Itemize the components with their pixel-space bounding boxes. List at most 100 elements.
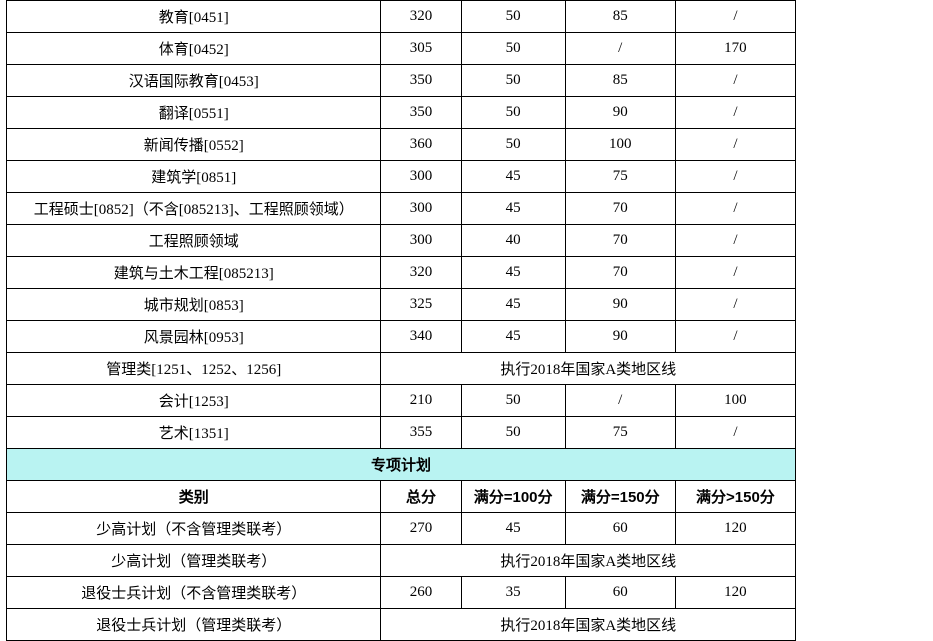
value-cell: 50 bbox=[461, 97, 565, 129]
value-cell: 50 bbox=[461, 417, 565, 449]
table-row: 工程硕士[0852]（不含[085213]、工程照顾领域）3004570/ bbox=[7, 193, 796, 225]
value-cell: 320 bbox=[381, 1, 461, 33]
value-cell: / bbox=[675, 417, 795, 449]
table-row: 退役士兵计划（不含管理类联考）2603560120 bbox=[7, 577, 796, 609]
value-cell: / bbox=[675, 161, 795, 193]
value-cell: 340 bbox=[381, 321, 461, 353]
value-cell: / bbox=[675, 193, 795, 225]
column-header-cell: 满分=100分 bbox=[461, 481, 565, 513]
value-cell: 70 bbox=[565, 257, 675, 289]
category-cell: 会计[1253] bbox=[7, 385, 381, 417]
value-cell: 350 bbox=[381, 65, 461, 97]
value-cell: 35 bbox=[461, 577, 565, 609]
category-cell: 建筑与土木工程[085213] bbox=[7, 257, 381, 289]
merged-note-cell: 执行2018年国家A类地区线 bbox=[381, 353, 796, 385]
value-cell: 50 bbox=[461, 129, 565, 161]
value-cell: 325 bbox=[381, 289, 461, 321]
value-cell: 50 bbox=[461, 1, 565, 33]
merged-note-cell: 执行2018年国家A类地区线 bbox=[381, 545, 796, 577]
value-cell: / bbox=[675, 225, 795, 257]
table-row: 少高计划（不含管理类联考）2704560120 bbox=[7, 513, 796, 545]
value-cell: 50 bbox=[461, 65, 565, 97]
value-cell: / bbox=[675, 289, 795, 321]
value-cell: 120 bbox=[675, 577, 795, 609]
value-cell: 60 bbox=[565, 577, 675, 609]
value-cell: 60 bbox=[565, 513, 675, 545]
value-cell: 85 bbox=[565, 1, 675, 33]
category-cell: 汉语国际教育[0453] bbox=[7, 65, 381, 97]
table-row: 管理类[1251、1252、1256]执行2018年国家A类地区线 bbox=[7, 353, 796, 385]
value-cell: 70 bbox=[565, 225, 675, 257]
category-cell: 教育[0451] bbox=[7, 1, 381, 33]
table-row: 城市规划[0853]3254590/ bbox=[7, 289, 796, 321]
value-cell: / bbox=[675, 97, 795, 129]
value-cell: 360 bbox=[381, 129, 461, 161]
category-cell: 风景园林[0953] bbox=[7, 321, 381, 353]
value-cell: 210 bbox=[381, 385, 461, 417]
value-cell: 45 bbox=[461, 161, 565, 193]
value-cell: 45 bbox=[461, 321, 565, 353]
column-header-cell: 满分>150分 bbox=[675, 481, 795, 513]
value-cell: 40 bbox=[461, 225, 565, 257]
category-cell: 少高计划（管理类联考） bbox=[7, 545, 381, 577]
value-cell: 75 bbox=[565, 417, 675, 449]
category-cell: 退役士兵计划（不含管理类联考） bbox=[7, 577, 381, 609]
merged-note-cell: 执行2018年国家A类地区线 bbox=[381, 609, 796, 641]
value-cell: 260 bbox=[381, 577, 461, 609]
value-cell: 300 bbox=[381, 193, 461, 225]
table-row: 会计[1253]21050/100 bbox=[7, 385, 796, 417]
category-cell: 体育[0452] bbox=[7, 33, 381, 65]
value-cell: 75 bbox=[565, 161, 675, 193]
category-cell: 管理类[1251、1252、1256] bbox=[7, 353, 381, 385]
value-cell: 45 bbox=[461, 193, 565, 225]
table-row: 建筑与土木工程[085213]3204570/ bbox=[7, 257, 796, 289]
category-cell: 艺术[1351] bbox=[7, 417, 381, 449]
table-row: 体育[0452]30550/170 bbox=[7, 33, 796, 65]
value-cell: 90 bbox=[565, 289, 675, 321]
category-cell: 工程照顾领域 bbox=[7, 225, 381, 257]
category-cell: 翻译[0551] bbox=[7, 97, 381, 129]
value-cell: / bbox=[675, 1, 795, 33]
value-cell: 320 bbox=[381, 257, 461, 289]
value-cell: / bbox=[565, 33, 675, 65]
value-cell: 50 bbox=[461, 33, 565, 65]
value-cell: 85 bbox=[565, 65, 675, 97]
table-row: 翻译[0551]3505090/ bbox=[7, 97, 796, 129]
table-row: 工程照顾领域3004070/ bbox=[7, 225, 796, 257]
value-cell: / bbox=[675, 321, 795, 353]
score-table: 教育[0451]3205085/体育[0452]30550/170汉语国际教育[… bbox=[6, 0, 796, 641]
table-row: 教育[0451]3205085/ bbox=[7, 1, 796, 33]
table-row: 少高计划（管理类联考）执行2018年国家A类地区线 bbox=[7, 545, 796, 577]
value-cell: 70 bbox=[565, 193, 675, 225]
table-row: 汉语国际教育[0453]3505085/ bbox=[7, 65, 796, 97]
value-cell: 355 bbox=[381, 417, 461, 449]
value-cell: 170 bbox=[675, 33, 795, 65]
column-header-cell: 满分=150分 bbox=[565, 481, 675, 513]
table-row: 新闻传播[0552]36050100/ bbox=[7, 129, 796, 161]
category-cell: 城市规划[0853] bbox=[7, 289, 381, 321]
category-cell: 工程硕士[0852]（不含[085213]、工程照顾领域） bbox=[7, 193, 381, 225]
value-cell: 45 bbox=[461, 257, 565, 289]
category-cell: 新闻传播[0552] bbox=[7, 129, 381, 161]
table-row: 退役士兵计划（管理类联考）执行2018年国家A类地区线 bbox=[7, 609, 796, 641]
table-row: 专项计划 bbox=[7, 449, 796, 481]
table-body: 教育[0451]3205085/体育[0452]30550/170汉语国际教育[… bbox=[7, 1, 796, 641]
category-cell: 少高计划（不含管理类联考） bbox=[7, 513, 381, 545]
column-header-cell: 总分 bbox=[381, 481, 461, 513]
category-cell: 建筑学[0851] bbox=[7, 161, 381, 193]
value-cell: 45 bbox=[461, 289, 565, 321]
value-cell: 300 bbox=[381, 225, 461, 257]
value-cell: 350 bbox=[381, 97, 461, 129]
value-cell: 100 bbox=[565, 129, 675, 161]
table-row: 艺术[1351]3555075/ bbox=[7, 417, 796, 449]
value-cell: 50 bbox=[461, 385, 565, 417]
table-row: 建筑学[0851]3004575/ bbox=[7, 161, 796, 193]
value-cell: / bbox=[675, 65, 795, 97]
value-cell: 90 bbox=[565, 321, 675, 353]
column-header-cell: 类别 bbox=[7, 481, 381, 513]
category-cell: 退役士兵计划（管理类联考） bbox=[7, 609, 381, 641]
table-row: 类别总分满分=100分满分=150分满分>150分 bbox=[7, 481, 796, 513]
value-cell: / bbox=[565, 385, 675, 417]
table-row: 风景园林[0953]3404590/ bbox=[7, 321, 796, 353]
section-header-cell: 专项计划 bbox=[7, 449, 796, 481]
